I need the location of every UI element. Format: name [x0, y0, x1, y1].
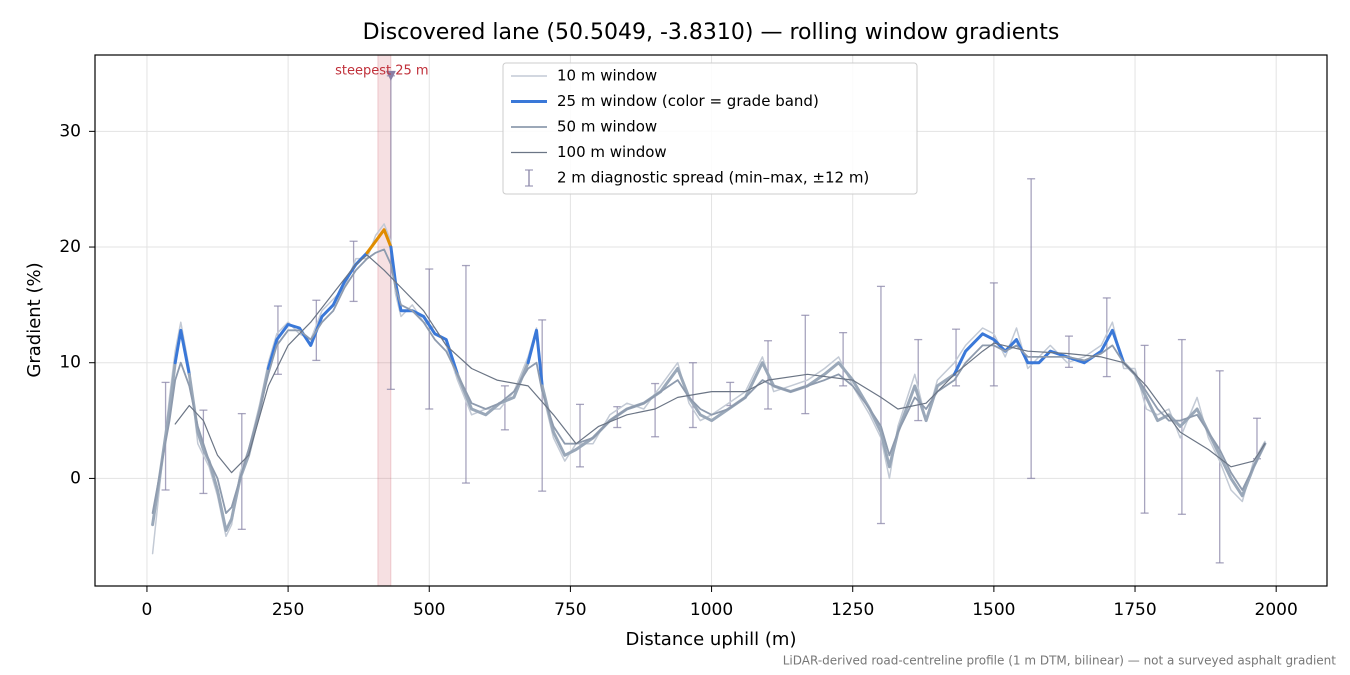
x-axis-label: Distance uphill (m) — [626, 629, 797, 650]
series-line — [389, 245, 459, 376]
series-line — [365, 228, 393, 255]
error-bar — [1140, 344, 1149, 514]
error-bar — [500, 385, 509, 431]
plot-frame — [94, 54, 1328, 587]
y-tick-label: 20 — [59, 237, 81, 257]
x-tick-label: 0 — [142, 600, 153, 620]
error-bar — [1177, 338, 1186, 515]
legend-label: 50 m window — [557, 118, 657, 136]
error-bar — [876, 285, 885, 525]
series-line — [526, 328, 544, 388]
y-axis-label: Gradient (%) — [24, 262, 45, 377]
error-bar — [914, 338, 923, 422]
error-bar — [576, 403, 585, 468]
highlight-span — [377, 54, 392, 587]
x-tick-label: 2000 — [1255, 600, 1298, 620]
legend-label: 10 m window — [557, 67, 657, 85]
series-line — [151, 248, 1266, 514]
highlight-marker — [385, 70, 396, 81]
legend-box — [502, 62, 918, 195]
x-tick-label: 1500 — [972, 600, 1015, 620]
series-line — [540, 361, 956, 469]
legend-label: 25 m window (color = grade band) — [557, 92, 819, 110]
series-line — [151, 361, 177, 527]
error-bar — [538, 319, 547, 492]
error-bar — [349, 240, 358, 303]
legend: 10 m window 25 m window (color = grade ba… — [502, 62, 918, 195]
x-tick-label: 750 — [554, 600, 586, 620]
series-line — [952, 328, 1126, 376]
series-line — [174, 254, 1266, 474]
error-bar — [1102, 297, 1111, 378]
error-bar — [425, 268, 434, 410]
x-tick-label: 500 — [413, 600, 445, 620]
footnote: LiDAR-derived road-centreline profile (1… — [783, 654, 1337, 668]
chart-title: Discovered lane (50.5049, -3.8310) — rol… — [363, 20, 1060, 45]
legend-label: 100 m window — [557, 143, 667, 161]
y-tick-label: 30 — [59, 121, 81, 141]
error-bar — [461, 264, 470, 484]
error-bar — [1215, 370, 1224, 564]
x-tick-label: 250 — [272, 600, 304, 620]
series-line — [266, 251, 369, 370]
error-bar — [801, 314, 810, 415]
y-tick-label: 0 — [70, 468, 81, 488]
series-line — [1122, 361, 1267, 498]
highlight-label: steepest 25 m — [335, 63, 428, 78]
legend-label: 2 m diagnostic spread (min–max, ±12 m) — [557, 169, 869, 187]
error-bar — [1027, 178, 1036, 480]
series-line — [151, 223, 1266, 555]
series-line — [173, 328, 191, 376]
x-tick-label: 1750 — [1113, 600, 1156, 620]
x-tick-label: 1250 — [831, 600, 874, 620]
y-tick-label: 10 — [59, 353, 81, 373]
series-line — [456, 361, 530, 417]
x-tick-label: 1000 — [690, 600, 733, 620]
